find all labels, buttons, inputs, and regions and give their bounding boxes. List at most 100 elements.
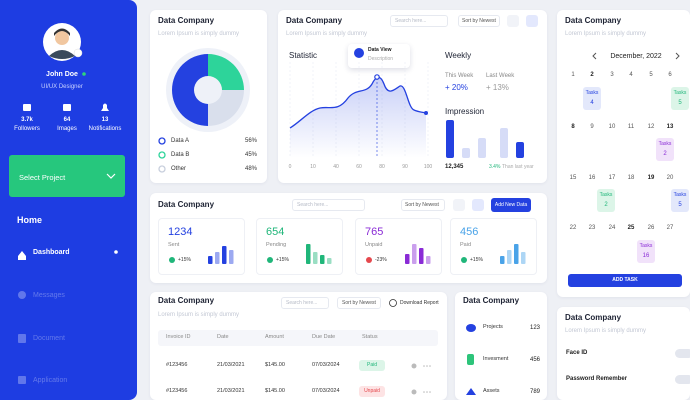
nav-item[interactable]: Application bbox=[33, 377, 68, 384]
sort-select[interactable] bbox=[337, 297, 381, 309]
search-placeholder[interactable]: Search here... bbox=[297, 201, 329, 208]
add-button[interactable] bbox=[491, 198, 531, 212]
task-badge[interactable] bbox=[671, 87, 689, 110]
task-badge[interactable] bbox=[637, 240, 655, 263]
task-count[interactable]: 5 bbox=[678, 202, 682, 208]
donut-segment bbox=[172, 54, 208, 126]
calendar-day[interactable]: 6 bbox=[668, 72, 672, 78]
calendar-day[interactable]: 17 bbox=[608, 175, 616, 181]
task-count[interactable]: 16 bbox=[642, 253, 650, 259]
calendar-day[interactable]: 2 bbox=[590, 72, 594, 78]
stat-value: 3.7k bbox=[21, 117, 33, 123]
x-tick-label: 10 bbox=[310, 164, 316, 170]
calendar-day[interactable]: 11 bbox=[627, 124, 635, 130]
sort-select[interactable] bbox=[458, 15, 500, 27]
sort-label[interactable]: Sort by Newest bbox=[405, 201, 439, 208]
task-count[interactable]: 2 bbox=[663, 151, 667, 157]
asset-label: Projects bbox=[483, 324, 503, 330]
calendar-day[interactable]: 9 bbox=[590, 124, 594, 130]
grid-view[interactable] bbox=[472, 199, 484, 211]
calendar-day[interactable]: 18 bbox=[627, 175, 635, 181]
task-count[interactable]: 2 bbox=[604, 202, 608, 208]
list-view[interactable] bbox=[453, 199, 465, 211]
asset-label: Invesment bbox=[483, 356, 509, 362]
change-icon bbox=[366, 257, 372, 263]
task-badge[interactable] bbox=[597, 189, 615, 212]
sort-label[interactable]: Sort by Newest bbox=[342, 299, 376, 306]
calendar-day[interactable]: 27 bbox=[666, 225, 674, 231]
calendar-day[interactable]: 24 bbox=[608, 225, 616, 231]
tooltip-text: Description bbox=[368, 56, 394, 62]
calendar-day[interactable]: 3 bbox=[610, 72, 614, 78]
add-button-label[interactable]: Add New Data bbox=[494, 201, 528, 208]
task-label[interactable]: Tasks bbox=[673, 192, 687, 198]
task-label[interactable]: Tasks bbox=[585, 90, 599, 96]
task-label[interactable]: Tasks bbox=[639, 243, 653, 249]
search-placeholder[interactable]: Search here... bbox=[395, 17, 427, 24]
select-project-label[interactable]: Select Project bbox=[19, 173, 66, 182]
search-placeholder[interactable]: Search here... bbox=[286, 299, 318, 306]
toggle[interactable] bbox=[675, 375, 690, 384]
task-label[interactable]: Tasks bbox=[599, 192, 613, 198]
add-task-button[interactable] bbox=[568, 274, 682, 287]
sort-select[interactable] bbox=[401, 199, 445, 211]
task-count[interactable]: 4 bbox=[590, 100, 594, 106]
grid-view[interactable] bbox=[526, 15, 538, 27]
tile-value: 765 bbox=[365, 226, 384, 238]
table-cell: $145.00 bbox=[265, 362, 285, 368]
download-link[interactable]: Download Report bbox=[400, 299, 439, 306]
legend-marker bbox=[158, 151, 166, 159]
asset-label: Assets bbox=[483, 388, 500, 394]
avatar-edit[interactable] bbox=[73, 48, 83, 58]
download-icon[interactable] bbox=[389, 299, 397, 307]
calendar-day[interactable]: 8 bbox=[571, 124, 575, 130]
option-label: Password Remember bbox=[566, 376, 628, 382]
legend-value: 48% bbox=[244, 166, 257, 172]
point[interactable] bbox=[424, 111, 428, 115]
calendar-day[interactable]: 16 bbox=[588, 175, 596, 181]
calendar-day[interactable]: 22 bbox=[569, 225, 577, 231]
list-view[interactable] bbox=[507, 15, 519, 27]
calendar-day[interactable]: 4 bbox=[629, 72, 633, 78]
task-label[interactable]: Tasks bbox=[658, 141, 672, 147]
calendar-day[interactable]: 15 bbox=[569, 175, 577, 181]
task-badge[interactable] bbox=[671, 189, 689, 212]
table-cell: 07/03/2024 bbox=[312, 362, 340, 368]
calendar-day[interactable]: 23 bbox=[588, 225, 596, 231]
x-tick-label: 60 bbox=[356, 164, 362, 170]
prev-month[interactable] bbox=[592, 52, 597, 60]
calendar-day[interactable]: 26 bbox=[647, 225, 655, 231]
card-title: Data Company bbox=[158, 16, 215, 25]
calendar-day[interactable]: 25 bbox=[627, 225, 635, 231]
nav-item[interactable]: Document bbox=[33, 335, 65, 342]
toggle[interactable] bbox=[675, 349, 690, 358]
mini-bar bbox=[327, 258, 332, 264]
tile-change: +15% bbox=[178, 257, 191, 263]
nav-item[interactable]: Dashboard bbox=[33, 249, 70, 256]
add-task-label[interactable]: ADD TASK bbox=[612, 277, 638, 283]
calendar-day[interactable]: 13 bbox=[666, 124, 674, 130]
calendar-day[interactable]: 5 bbox=[649, 72, 653, 78]
next-month[interactable] bbox=[675, 52, 680, 60]
task-badge[interactable] bbox=[583, 87, 601, 110]
calendar-day[interactable]: 10 bbox=[608, 124, 616, 130]
task-badge[interactable] bbox=[656, 138, 674, 161]
row-actions[interactable] bbox=[411, 363, 431, 395]
search-box[interactable] bbox=[292, 199, 365, 211]
point[interactable] bbox=[374, 74, 380, 80]
task-label[interactable]: Tasks bbox=[673, 90, 687, 96]
calendar-day[interactable]: 1 bbox=[571, 72, 575, 78]
search-box[interactable] bbox=[390, 15, 448, 27]
status-label: Unpaid bbox=[364, 388, 380, 394]
nav-heading[interactable]: Home bbox=[17, 215, 43, 225]
calendar-day[interactable]: 20 bbox=[666, 175, 674, 181]
select-project[interactable] bbox=[9, 155, 125, 197]
nav-item[interactable]: Messages bbox=[33, 292, 65, 299]
stat-tile bbox=[450, 218, 537, 275]
sort-label[interactable]: Sort by Newest bbox=[462, 17, 496, 24]
calendar-day[interactable]: 19 bbox=[647, 175, 655, 181]
search-box[interactable] bbox=[281, 297, 329, 309]
calendar-day[interactable]: 12 bbox=[647, 124, 655, 130]
status-badge bbox=[359, 386, 385, 397]
task-count[interactable]: 5 bbox=[678, 100, 682, 106]
